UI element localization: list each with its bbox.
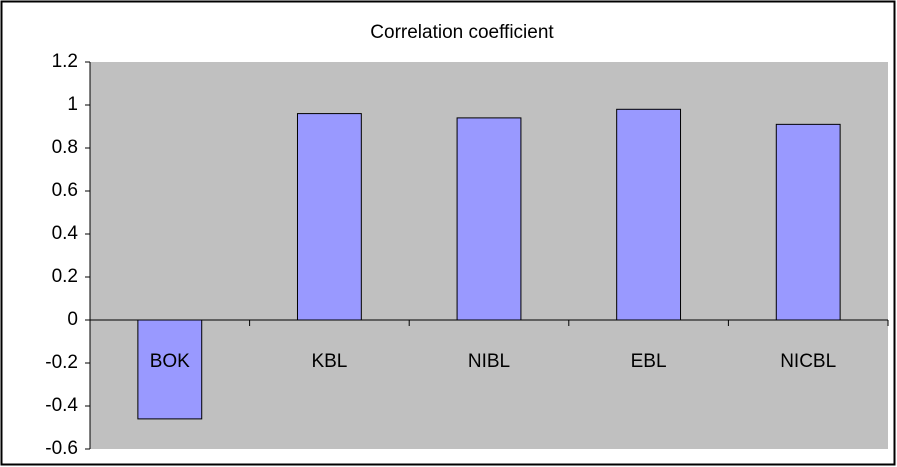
- x-tick-label: EBL: [631, 351, 667, 372]
- y-tick-label: 0.8: [52, 137, 78, 158]
- y-tick-label: -0.6: [45, 438, 78, 459]
- y-tick-label: 0.6: [52, 180, 78, 201]
- x-tick-label: KBL: [311, 351, 347, 372]
- bar: [296, 113, 362, 321]
- y-tick-label: 0: [67, 309, 78, 330]
- x-tick-label: BOK: [150, 351, 190, 372]
- bar: [456, 117, 522, 321]
- x-tick-label: NIBL: [468, 351, 510, 372]
- y-tick-label: 0.4: [52, 223, 79, 244]
- bar: [616, 108, 682, 321]
- x-tick-label: NICBL: [780, 351, 836, 372]
- chart-title: Correlation coefficient: [370, 22, 554, 43]
- bar: [775, 123, 841, 321]
- y-tick-label: 1: [67, 94, 78, 115]
- y-tick-label: 0.2: [52, 266, 78, 287]
- bar: [137, 319, 203, 420]
- y-tick-label: 1.2: [52, 51, 78, 72]
- y-tick-label: -0.2: [45, 352, 78, 373]
- y-tick-label: -0.4: [45, 395, 78, 416]
